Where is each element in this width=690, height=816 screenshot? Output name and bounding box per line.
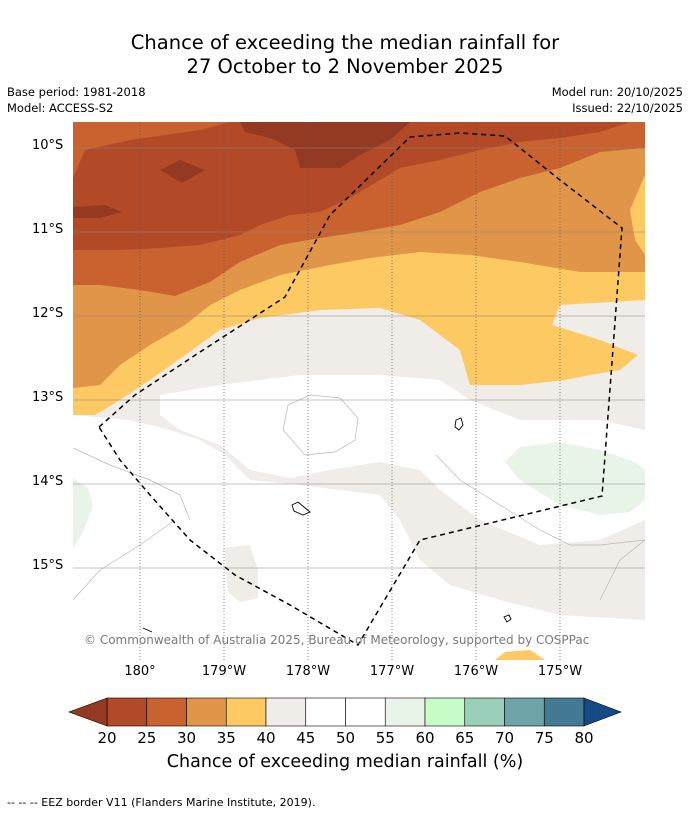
island-outline xyxy=(503,614,512,623)
band-below-20-blob xyxy=(160,160,205,183)
colorbar-cell xyxy=(146,697,187,727)
colorbar-tick-label: 80 xyxy=(574,729,594,747)
band-20-25 xyxy=(73,122,630,250)
lon-label-177w: 177°W xyxy=(369,664,415,679)
base-period: Base period: 1981-2018 xyxy=(7,85,146,99)
colorbar-tick-label: 70 xyxy=(494,729,515,747)
eez-border xyxy=(98,132,623,647)
colorbar-tick-label: 55 xyxy=(375,729,395,747)
eez-footnote: -- -- -- EEZ border V11 (Flanders Marine… xyxy=(7,796,316,809)
colorbar-tick-label: 60 xyxy=(415,729,435,747)
colorbar-cell xyxy=(186,697,227,727)
colorbar-tick-label: 20 xyxy=(97,729,117,747)
copyright-notice: © Commonwealth of Australia 2025, Bureau… xyxy=(84,633,590,647)
colorbar-cell xyxy=(384,697,426,727)
band-below-20-north xyxy=(240,122,410,168)
lon-label-180: 180° xyxy=(124,664,156,679)
lat-label-12s: 12°S xyxy=(32,306,64,321)
lat-label-10s: 10°S xyxy=(32,138,64,153)
colorbar-tick-label: 25 xyxy=(137,729,157,747)
band-45-55-interior xyxy=(160,375,645,545)
colorbar-cell xyxy=(305,697,346,727)
colorbar-max-arrow xyxy=(583,697,622,727)
colorbar xyxy=(68,697,622,727)
model-run: Model run: 20/10/2025 xyxy=(551,85,683,99)
colorbar-cell xyxy=(504,697,545,727)
lat-label-14s: 14°S xyxy=(32,474,64,489)
map-title-line-1: Chance of exceeding the median rainfall … xyxy=(130,31,560,54)
colorbar-cell xyxy=(106,697,148,727)
islands xyxy=(142,417,512,633)
colorbar-cell xyxy=(265,697,307,727)
colorbar-cell xyxy=(464,697,505,727)
issued-date: Issued: 22/10/2025 xyxy=(572,101,683,115)
colorbar-min-arrow xyxy=(68,697,108,727)
colorbar-cell xyxy=(424,697,466,727)
island-outline xyxy=(291,501,311,516)
lon-label-179w: 179°W xyxy=(201,664,247,679)
colorbar-tick-label: 30 xyxy=(176,729,197,747)
colorbar-title: Chance of exceeding median rainfall (%) xyxy=(166,752,524,772)
map-title-line-2: 27 October to 2 November 2025 xyxy=(186,55,504,78)
lon-label-176w: 176°W xyxy=(453,664,499,679)
colorbar-tick-label: 45 xyxy=(296,729,316,747)
colorbar-tick-label: 40 xyxy=(256,729,276,747)
lon-label-178w: 178°W xyxy=(285,664,331,679)
band-55-60-east xyxy=(505,442,645,515)
colorbar-cell xyxy=(225,697,267,727)
island-outline xyxy=(142,627,153,633)
contour-lines xyxy=(73,394,645,601)
colorbar-tick-label: 50 xyxy=(335,729,356,747)
band-55-60-west xyxy=(73,478,93,548)
lat-label-15s: 15°S xyxy=(32,558,64,573)
island-outline xyxy=(454,417,464,431)
lat-label-13s: 13°S xyxy=(32,390,64,405)
colorbar-cell xyxy=(543,697,585,727)
model-name: Model: ACCESS-S2 xyxy=(7,101,114,115)
lat-grid xyxy=(73,147,645,569)
band-35-40-south xyxy=(495,650,545,660)
lat-label-11s: 11°S xyxy=(32,222,64,237)
map-plot-area xyxy=(73,122,645,660)
colorbar-cell xyxy=(345,697,386,727)
band-40-45-blob xyxy=(225,545,258,602)
colorbar-tick-label: 35 xyxy=(216,729,236,747)
colorbar-tick-label: 65 xyxy=(455,729,475,747)
colorbar-cells xyxy=(106,697,585,727)
colorbar-tick-label: 75 xyxy=(534,729,554,747)
lon-label-175w: 175°W xyxy=(537,664,583,679)
band-below-20-west xyxy=(73,205,122,218)
